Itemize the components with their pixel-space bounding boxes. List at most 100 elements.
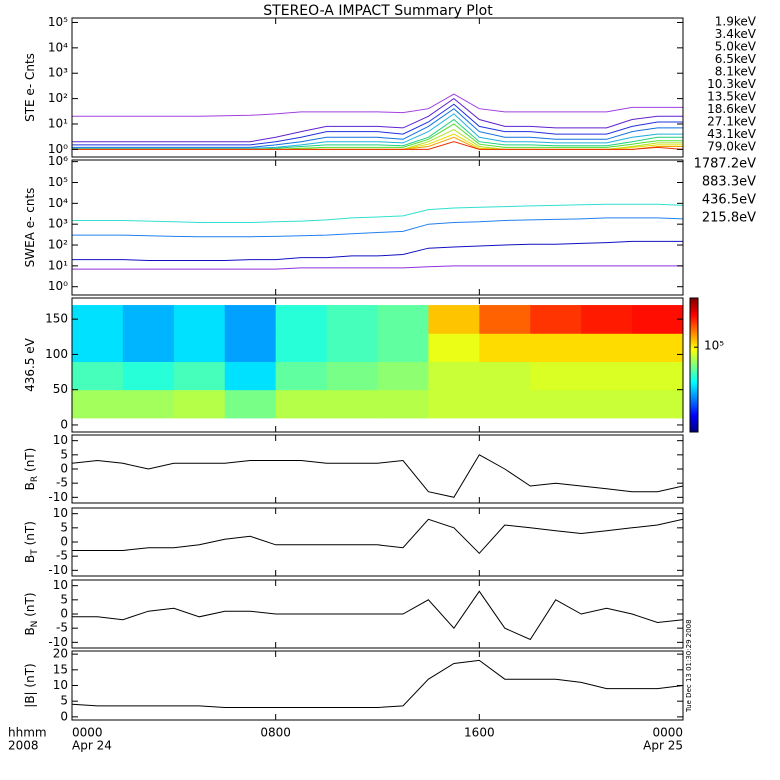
colorbar-frame [689,297,699,433]
heatmap-cell [428,333,480,362]
heatmap-cell [377,305,429,334]
y-axis-label: |B| (nT) [23,663,37,707]
panel-frame [71,17,684,158]
colorbar-step [690,373,698,377]
y-tick-label: 100 [45,347,68,361]
data-line [72,113,683,149]
legend-entry: 18.6keV [707,102,757,116]
heatmap-cell [581,361,633,391]
colorbar-step [690,362,698,366]
heatmap-cell [275,333,328,362]
heatmap-cell [377,333,429,362]
legend-entry: 883.3eV [702,175,756,190]
heatmap-cell [275,389,328,419]
heatmap-cell [224,305,277,334]
y-tick-label: 10 [53,506,68,520]
panel-frame [71,297,684,433]
heatmap-cell [530,389,582,419]
legend-entry: 27.1keV [707,115,757,129]
legend-entry: 10.3keV [707,77,757,91]
colorbar-step [690,391,698,395]
y-tick-label: 10⁰ [48,142,68,156]
colorbar-step [690,309,698,312]
heatmap-cell [326,389,378,419]
y-tick-label: 10⁵ [48,175,68,189]
colorbar-step [690,318,698,321]
colorbar-step [690,335,698,339]
heatmap-cell [275,305,328,334]
heatmap-cell [428,361,480,391]
colorbar-step [690,333,698,337]
colorbar-step [690,402,698,406]
heatmap-cell [173,389,226,419]
y-tick-label: 10⁶ [48,154,68,168]
date-label: Apr 24 [72,739,112,753]
y-axis-label-main: 436.5 eV [23,337,37,392]
colorbar-step [690,365,698,368]
heatmap-cell [224,361,277,391]
colorbar-step [690,324,698,328]
colorbar-step [690,382,698,386]
heatmap-cell [173,305,226,334]
y-axis-label-main: B [23,627,37,635]
year-label: 2008 [8,739,39,753]
panel [72,305,683,419]
heatmap-cell [122,305,175,334]
heatmap-cell [581,305,633,334]
colorbar-step [690,423,698,426]
data-line [72,97,683,143]
heatmap-cell [326,361,378,391]
panel [72,518,683,555]
y-tick-label: 15 [53,662,68,676]
legend-entry: 13.5keV [707,90,757,104]
plot-title: STEREO-A IMPACT Summary Plot [263,3,493,19]
colorbar-step [690,344,698,348]
data-line [72,103,683,146]
heatmap-cell [581,333,633,362]
heatmap-cell [326,305,378,334]
y-tick-label: 10¹ [48,258,68,272]
y-tick-label: 5 [60,520,68,534]
y-tick-label: 10⁵ [48,15,68,29]
colorbar-step [690,371,698,375]
colorbar-step [690,389,698,393]
heatmap-cell [632,361,683,391]
heatmap-cell [275,361,328,391]
legend-entry: 43.1keV [707,127,757,141]
y-axis-label: BN (nT) [23,592,41,635]
heatmap-cell [479,333,531,362]
y-tick-label: 0 [60,462,68,476]
colorbar-step [690,304,698,308]
colorbar-step [690,320,698,324]
x-tick-label: 0800 [260,726,291,740]
colorbar-step [690,306,698,310]
legend-entry: 1787.2eV [694,157,756,172]
heatmap-cell [377,389,429,419]
colorbar-step [690,387,698,391]
y-axis-label-unit: (nT) [23,521,37,545]
data-line [72,265,683,270]
colorbar-step [690,356,698,359]
colorbar-step [690,313,698,317]
y-tick-label: -5 [56,476,68,490]
y-axis-label-unit: (nT) [23,448,37,472]
colorbar-step [690,418,698,422]
data-line [72,203,683,223]
data-line [72,590,683,641]
y-tick-label: 150 [45,312,68,326]
colorbar-step [690,369,698,373]
y-axis-label-main: STE e- Cnts [23,53,37,122]
heatmap-cell [479,361,531,391]
colorbar-step [690,300,698,303]
panel [72,203,683,270]
colorbar-step [690,414,698,417]
heatmap-cell [428,389,480,419]
panel [72,93,683,150]
colorbar-step [690,380,698,384]
data-line [72,217,683,238]
y-tick-label: 10² [48,238,68,252]
legend-entry: 436.5eV [702,193,756,208]
y-tick-label: -10 [48,635,68,649]
y-axis-label: SWEA e- cnts [23,188,37,268]
panel [72,659,683,708]
